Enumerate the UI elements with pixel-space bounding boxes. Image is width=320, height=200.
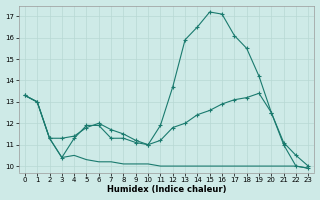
- X-axis label: Humidex (Indice chaleur): Humidex (Indice chaleur): [107, 185, 226, 194]
